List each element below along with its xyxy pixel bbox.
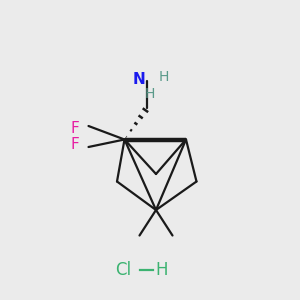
Text: H: H (158, 70, 169, 84)
Text: F: F (71, 137, 80, 152)
Text: H: H (145, 87, 155, 101)
Text: N: N (133, 72, 146, 87)
Text: F: F (71, 121, 80, 136)
Text: Cl: Cl (115, 261, 131, 279)
Text: H: H (156, 261, 168, 279)
